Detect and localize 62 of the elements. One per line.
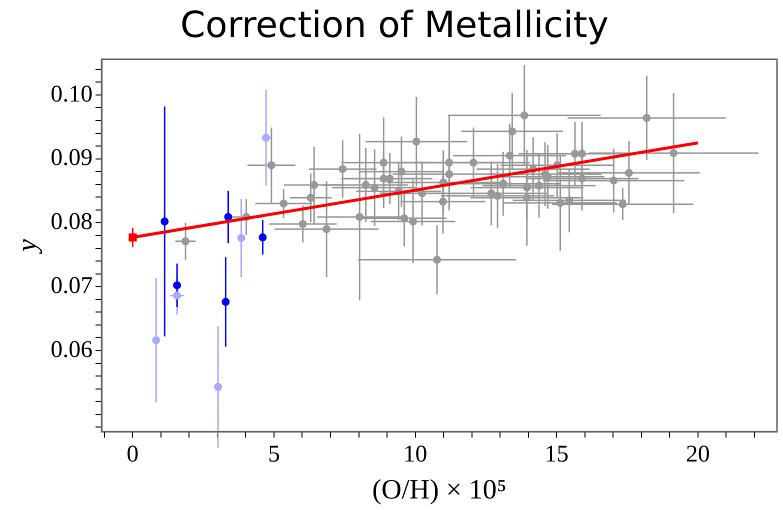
point (182, 237, 190, 246)
x-tick-label: 0 (126, 441, 139, 468)
point (578, 174, 586, 183)
point (173, 292, 182, 300)
point (445, 158, 454, 167)
point (570, 150, 579, 158)
y-tick-label: 0.10 (50, 81, 93, 108)
point (438, 198, 447, 206)
point (356, 212, 364, 221)
point (380, 158, 388, 167)
point (445, 170, 454, 178)
point (494, 192, 502, 200)
x-tick-label: 10 (403, 441, 428, 468)
point (237, 234, 246, 242)
point (499, 180, 508, 188)
point (338, 165, 347, 174)
point (506, 152, 514, 160)
y-tick-label: 0.07 (50, 272, 93, 299)
point (224, 212, 232, 221)
y-tick-label: 0.09 (50, 145, 93, 172)
y-axis-title: y (12, 238, 44, 255)
point (222, 298, 230, 306)
x-tick-label: 5 (268, 441, 280, 468)
point (624, 168, 633, 177)
point (522, 194, 531, 202)
point (160, 217, 169, 226)
point (386, 174, 394, 183)
point (610, 176, 618, 185)
point (556, 198, 564, 207)
point (262, 134, 270, 142)
point (508, 127, 516, 136)
point (418, 189, 426, 198)
point (400, 214, 408, 222)
point (535, 182, 544, 190)
point (152, 336, 160, 344)
x-tick-label: 15 (544, 441, 569, 468)
point (670, 149, 678, 158)
point (469, 158, 478, 167)
point (618, 200, 627, 208)
x-tick-label: 20 (686, 441, 710, 468)
point (578, 150, 586, 158)
y-tick-label: 0.06 (50, 336, 93, 363)
point (173, 281, 182, 290)
point (642, 114, 651, 122)
point (214, 382, 222, 391)
point (487, 189, 496, 198)
point (433, 256, 442, 264)
point (280, 200, 288, 208)
point (298, 220, 307, 228)
point (362, 181, 370, 190)
point (370, 184, 379, 192)
point (522, 184, 531, 192)
point (258, 233, 267, 242)
point (412, 138, 420, 146)
point (397, 168, 406, 176)
chart-title: Correction of Metallicity (180, 4, 609, 46)
x-axis-title: (O/H) × 10⁵ (372, 474, 507, 506)
point (520, 111, 528, 120)
point (267, 161, 276, 170)
point (322, 225, 331, 234)
y-tick-label: 0.08 (50, 209, 93, 236)
point (310, 181, 318, 190)
